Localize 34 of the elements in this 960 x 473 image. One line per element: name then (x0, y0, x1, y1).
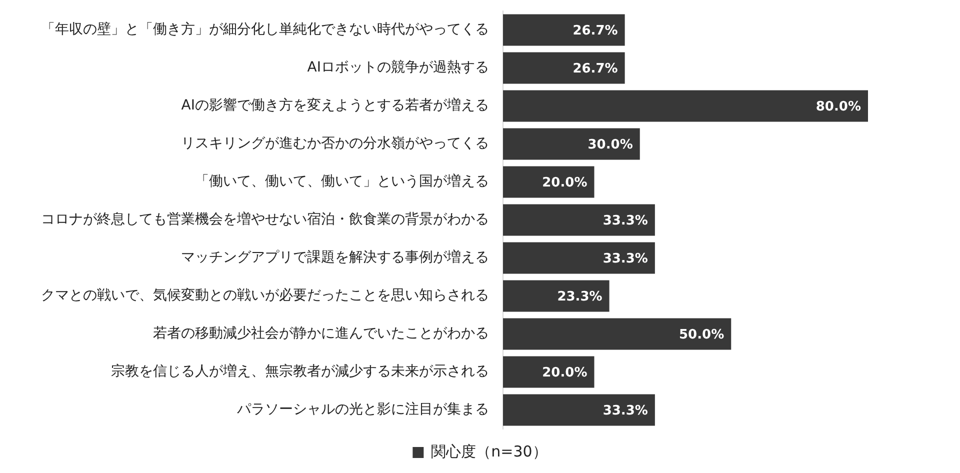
bar (503, 280, 610, 312)
bar (503, 356, 594, 388)
y-tick-label: クマとの戦いで、気候変動との戦いが必要だったことを思い知らされる (41, 288, 489, 304)
bar (503, 318, 732, 350)
bar (503, 52, 625, 84)
legend-label: 関心度（n=30） (431, 442, 548, 460)
y-tick-label: AIロボットの競争が過熱する (307, 60, 489, 76)
data-label: 33.3% (602, 403, 648, 418)
bar (503, 242, 655, 274)
bar (503, 90, 868, 122)
data-label: 23.3% (557, 289, 602, 304)
data-label: 20.0% (542, 365, 588, 380)
y-tick-label: 「働いて、働いて、働いて」という国が増える (195, 172, 489, 190)
y-tick-label: コロナが終息しても営業機会を増やせない宿泊・飲食業の背景がわかる (41, 210, 489, 228)
y-tick-label: 宗教を信じる人が増え、無宗教者が減少する未来が示される (111, 362, 489, 380)
y-tick-label: 若者の移動減少社会が静かに進んでいたことがわかる (153, 326, 489, 342)
data-label: 30.0% (588, 137, 633, 152)
data-label: 33.3% (602, 251, 648, 266)
bar (503, 394, 655, 426)
bar (503, 166, 594, 198)
data-label: 26.7% (572, 61, 618, 76)
y-tick-label: リスキリングが進むか否かの分水嶺がやってくる (181, 136, 489, 152)
data-label: 20.0% (542, 175, 588, 190)
data-label: 26.7% (572, 23, 618, 38)
bar (503, 128, 640, 160)
bar (503, 204, 655, 236)
y-tick-label: 「年収の壁」と「働き方」が細分化し単純化できない時代がやってくる (41, 22, 489, 38)
bar (503, 14, 625, 46)
y-tick-label: パラソーシャルの光と影に注目が集まる (236, 402, 489, 418)
y-tick-label: マッチングアプリで課題を解決する事例が増える (181, 248, 489, 266)
y-tick-label: AIの影響で働き方を変えようとする若者が増える (181, 96, 489, 114)
data-label: 80.0% (816, 99, 861, 114)
data-label: 50.0% (679, 327, 724, 342)
data-label: 33.3% (602, 213, 648, 228)
